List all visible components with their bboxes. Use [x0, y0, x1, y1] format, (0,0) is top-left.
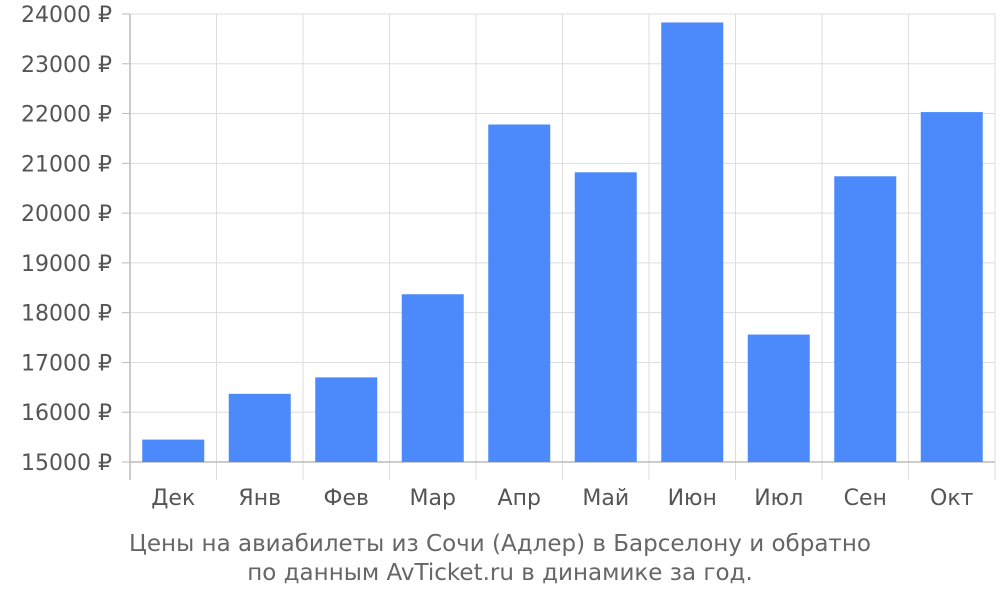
y-tick-label: 23000 ₽ [21, 53, 112, 78]
y-tick-label: 19000 ₽ [21, 252, 112, 277]
y-tick-label: 16000 ₽ [21, 401, 112, 426]
x-tick-label: Апр [498, 486, 541, 511]
x-tick-label: Июн [668, 486, 717, 511]
bar-10 [920, 112, 983, 462]
bar-7 [661, 22, 724, 463]
y-tick-label: 17000 ₽ [21, 351, 112, 376]
x-tick-label: Мар [410, 486, 456, 511]
y-tick-label: 24000 ₽ [21, 3, 112, 28]
bar-8 [747, 334, 810, 462]
bar-3 [315, 377, 378, 462]
bar-6 [574, 172, 637, 462]
x-tick-label: Сен [844, 486, 887, 511]
bar-4 [401, 294, 464, 462]
x-tick-label: Янв [238, 486, 281, 511]
y-tick-label: 18000 ₽ [21, 302, 112, 327]
y-tick-label: 21000 ₽ [21, 152, 112, 177]
y-tick-label: 22000 ₽ [21, 103, 112, 128]
x-tick-label: Фев [324, 486, 369, 511]
bar-1 [142, 439, 205, 462]
x-tick-label: Дек [151, 486, 195, 511]
caption-line-2: по данным AvTicket.ru в динамике за год. [247, 560, 753, 586]
caption-line-1: Цены на авиабилеты из Сочи (Адлер) в Бар… [129, 531, 871, 557]
bar-2 [228, 393, 291, 462]
x-tick-label: Июл [754, 486, 803, 511]
x-tick-label: Май [582, 486, 629, 511]
y-tick-label: 15000 ₽ [21, 451, 112, 476]
x-tick-label: Окт [930, 486, 974, 511]
chart-caption: Цены на авиабилеты из Сочи (Адлер) в Бар… [0, 530, 1000, 588]
bar-9 [834, 176, 897, 462]
y-tick-label: 20000 ₽ [21, 202, 112, 227]
bar-5 [488, 124, 551, 463]
